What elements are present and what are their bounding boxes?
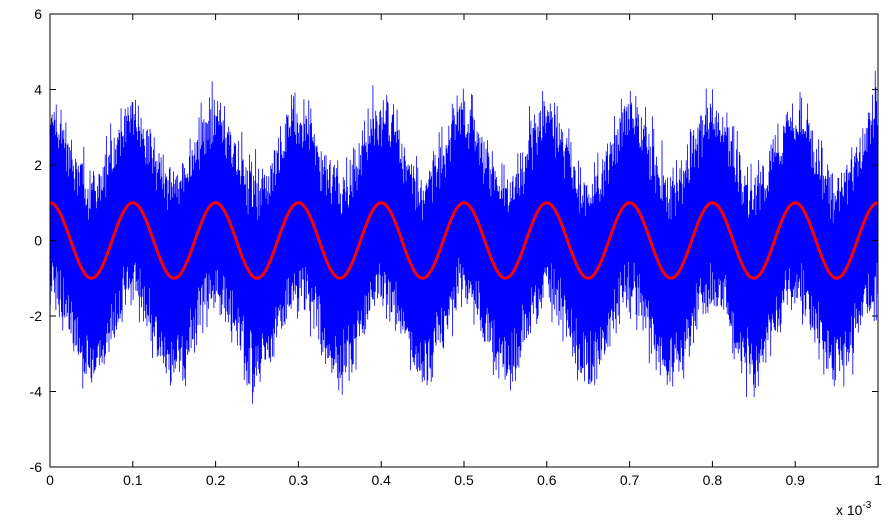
- x-axis: 0 0.1 0.2 0.3 0.4 0.5 0.6 0.7 0.8 0.9 1: [46, 14, 882, 488]
- x-tick-label: 0.2: [206, 472, 226, 488]
- x-tick-label: 0.1: [123, 472, 143, 488]
- y-tick-label: -2: [30, 308, 43, 324]
- y-tick-label: -6: [30, 459, 43, 475]
- y-tick-label: 0: [34, 233, 42, 249]
- series-noisy-signal: [50, 70, 878, 404]
- x-tick-label: 0: [46, 472, 54, 488]
- x-tick-label: 0.9: [785, 472, 805, 488]
- x-tick-label: 0.5: [454, 472, 474, 488]
- x-tick-label: 1: [874, 472, 882, 488]
- x-axis-multiplier: x 10-3: [836, 500, 872, 518]
- y-axis: -6 -4 -2 0 2 4 6: [30, 6, 878, 475]
- x-tick-label: 0.6: [537, 472, 557, 488]
- x-multiplier-exponent: -3: [862, 500, 871, 511]
- y-tick-label: 6: [34, 6, 42, 22]
- x-tick-label: 0.8: [703, 472, 723, 488]
- x-tick-label: 0.3: [289, 472, 309, 488]
- y-tick-label: 4: [34, 82, 42, 98]
- x-tick-label: 0.4: [371, 472, 391, 488]
- x-multiplier-base: x 10: [836, 502, 863, 518]
- y-tick-label: 2: [34, 157, 42, 173]
- y-tick-label: -4: [30, 384, 43, 400]
- series-cosine: [50, 201, 878, 280]
- x-tick-label: 0.7: [620, 472, 640, 488]
- plot-area: [50, 70, 878, 404]
